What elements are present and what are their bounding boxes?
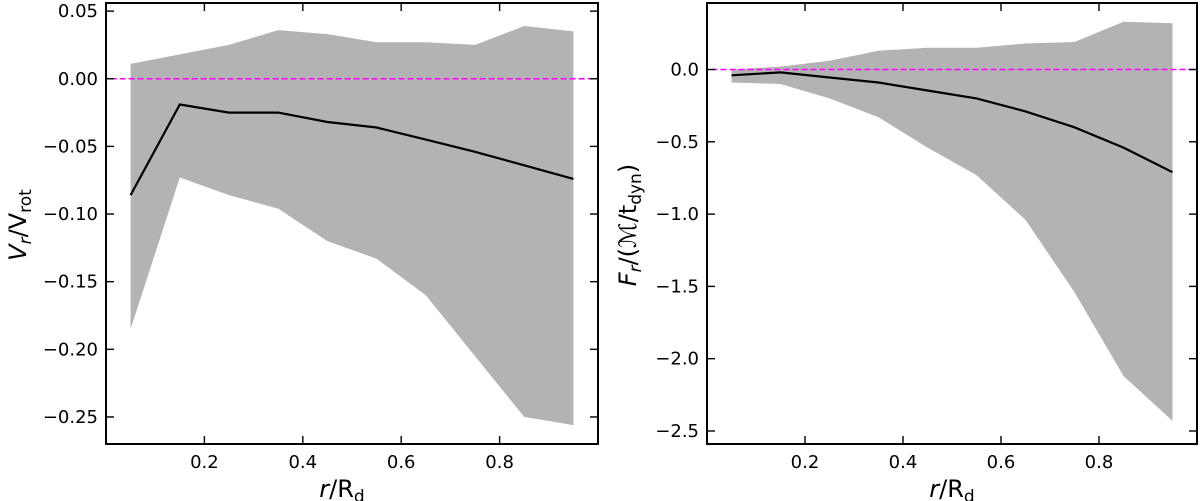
left-y-axis-label: Vr/Vrot	[4, 189, 36, 261]
right-chart: 0.2 0.4 0.6 0.8 0.0 −0.5 −1.0 −1.5 −2.0 −2.5 r/Rd…	[614, 2, 1198, 501]
right-y-tick-label: −2.5	[655, 421, 699, 442]
right-y-tick-label: 0.0	[670, 60, 699, 81]
right-y-axis-label: Fr/(ℳ/tdyn)	[614, 164, 646, 286]
left-y-tick-label: −0.15	[43, 272, 98, 293]
left-y-tick-label: −0.05	[43, 136, 98, 157]
left-y-tick-label: −0.10	[43, 204, 98, 225]
right-y-tick-label: −1.5	[655, 276, 699, 297]
right-median-line	[731, 71, 1173, 174]
left-x-axis-label: r/Rd	[319, 475, 364, 501]
right-y-tick-label: −1.0	[655, 204, 699, 225]
right-x-axis-label: r/Rd	[929, 475, 974, 501]
left-x-tick-label: 0.8	[485, 452, 514, 473]
left-median-line	[129, 103, 574, 196]
left-x-tick-label: 0.6	[387, 452, 416, 473]
left-plot-frame	[105, 2, 599, 445]
left-y-tick-label: −0.25	[43, 407, 98, 428]
right-y-tick-label: −0.5	[655, 132, 699, 153]
right-x-tick-label: 0.6	[987, 452, 1016, 473]
right-plot-frame	[706, 2, 1198, 445]
left-x-tick-label: 0.4	[288, 452, 317, 473]
left-chart: 0.2 0.4 0.6 0.8 0.05 0.00 −0.05 −0.10 −0.15 −0.20…	[4, 1, 599, 501]
left-x-tick-label: 0.2	[190, 452, 219, 473]
left-y-tick-label: 0.05	[58, 1, 98, 22]
left-y-tick-label: −0.20	[43, 339, 98, 360]
right-y-tick-label: −2.0	[655, 349, 699, 370]
right-x-tick-label: 0.8	[1085, 452, 1114, 473]
left-y-tick-label: 0.00	[58, 69, 98, 90]
right-x-tick-label: 0.4	[889, 452, 918, 473]
left-scatter-band	[130, 26, 574, 426]
right-x-tick-label: 0.2	[791, 452, 820, 473]
right-scatter-band	[731, 21, 1173, 421]
